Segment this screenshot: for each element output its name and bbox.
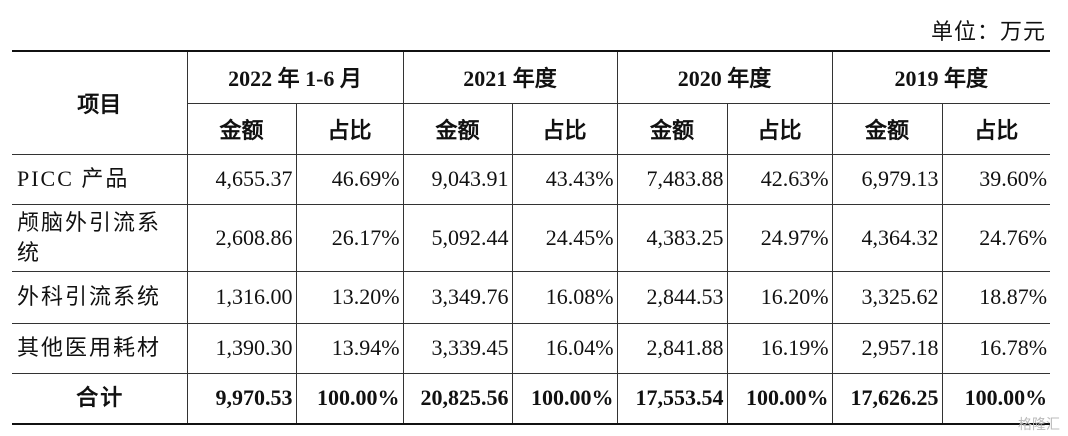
subheader: 占比 — [726, 102, 833, 155]
cell: 3,325.62 — [831, 270, 943, 324]
cell: 100.00% — [726, 372, 833, 425]
cell: 100.00% — [295, 372, 404, 425]
cell: 18.87% — [941, 270, 1051, 324]
header-row: 项目 2022 年 1-6 月 2021 年度 2020 年度 2019 年度 — [12, 50, 1051, 155]
cell: 26.17% — [295, 203, 404, 272]
cell: 5,092.44 — [402, 203, 513, 272]
row-label: 外科引流系统 — [12, 270, 188, 324]
cell: 100.00% — [511, 372, 618, 425]
row-label: 合计 — [12, 372, 188, 425]
data-row: PICC 产品 4,655.37 46.69% 9,043.91 43.43% 7,483… — [12, 153, 1051, 205]
cell: 6,979.13 — [831, 153, 943, 205]
subheader: 占比 — [941, 102, 1051, 155]
cell: 24.76% — [941, 203, 1051, 272]
subheader: 占比 — [295, 102, 404, 155]
cell: 17,553.54 — [616, 372, 728, 425]
cell: 1,390.30 — [186, 322, 297, 374]
cell: 24.97% — [726, 203, 833, 272]
cell: 2,844.53 — [616, 270, 728, 324]
data-row: 外科引流系统 1,316.00 13.20% 3,349.76 16.08% 2,844.… — [12, 270, 1051, 324]
cell: 16.04% — [511, 322, 618, 374]
table-header: 项目 2022 年 1-6 月 2021 年度 2020 年度 2019 年度 金额 占比金… — [12, 50, 1051, 155]
revenue-table: 项目 2022 年 1-6 月 2021 年度 2020 年度 2019 年度 金额 占比金… — [12, 50, 1051, 425]
cell: 9,970.53 — [186, 372, 297, 425]
cell: 100.00% — [941, 372, 1051, 425]
cell: 16.19% — [726, 322, 833, 374]
row-label: 其他医用耗材 — [12, 322, 188, 374]
row-label: PICC 产品 — [12, 153, 188, 205]
cell: 3,339.45 — [402, 322, 513, 374]
cell: 42.63% — [726, 153, 833, 205]
period-header: 2021 年度 — [402, 50, 618, 104]
cell: 7,483.88 — [616, 153, 728, 205]
subheader: 金额 — [831, 102, 943, 155]
period-header: 2020 年度 — [616, 50, 833, 104]
cell: 24.45% — [511, 203, 618, 272]
cell: 4,383.25 — [616, 203, 728, 272]
period-header: 2019 年度 — [831, 50, 1051, 104]
cell: 3,349.76 — [402, 270, 513, 324]
cell: 4,655.37 — [186, 153, 297, 205]
subheader-row: 金额 占比 金额 占比 金额 占比 金额 占比 — [12, 102, 1051, 155]
cell: 20,825.56 — [402, 372, 513, 425]
cell: 4,364.32 — [831, 203, 943, 272]
cell: 17,626.25 — [831, 372, 943, 425]
table-body: PICC 产品 4,655.37 46.69% 9,043.91 43.43% 7,483… — [12, 153, 1051, 425]
subheader: 金额 — [616, 102, 728, 155]
cell: 2,841.88 — [616, 322, 728, 374]
period-header: 2022 年 1-6 月 — [186, 50, 404, 104]
item-header: 项目 — [12, 50, 188, 155]
unit-label: 单位：万元 — [930, 19, 1046, 44]
subheader: 占比 — [511, 102, 618, 155]
data-row: 其他医用耗材 1,390.30 13.94% 3,339.45 16.04% 2,841.… — [12, 322, 1051, 374]
cell: 39.60% — [941, 153, 1051, 205]
cell: 43.43% — [511, 153, 618, 205]
row-label: 颅脑外引流系统 — [12, 203, 188, 272]
cell: 16.20% — [726, 270, 833, 324]
watermark: 格隆汇 — [1018, 417, 1060, 433]
cell: 2,608.86 — [186, 203, 297, 272]
cell: 46.69% — [295, 153, 404, 205]
cell: 16.78% — [941, 322, 1051, 374]
cell: 16.08% — [511, 270, 618, 324]
subheader: 金额 — [187, 102, 297, 155]
cell: 2,957.18 — [831, 322, 943, 374]
data-row: 颅脑外引流系统 2,608.86 26.17% 5,092.44 24.45% 4,383… — [12, 203, 1051, 272]
cell: 9,043.91 — [402, 153, 513, 205]
cell: 13.94% — [295, 322, 404, 374]
total-row: 合计 9,970.53 100.00% 20,825.56 100.00% 17,553.… — [12, 372, 1051, 425]
subheader: 金额 — [402, 102, 513, 155]
cell: 1,316.00 — [186, 270, 297, 324]
cell: 13.20% — [295, 270, 404, 324]
